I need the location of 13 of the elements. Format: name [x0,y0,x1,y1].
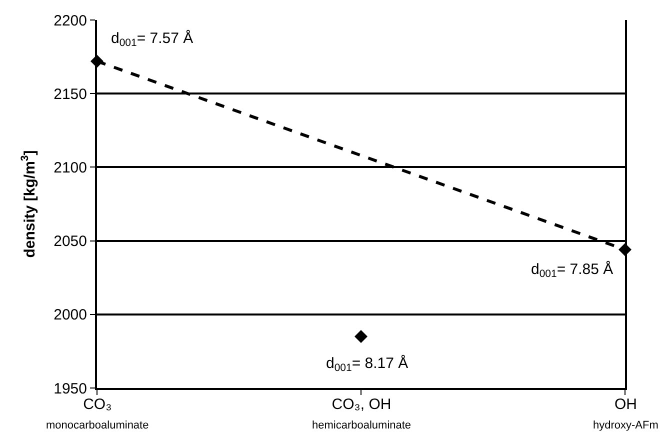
y-tick-label: 2150 [54,86,87,103]
annotation: d$_{001}$= 8.17 Å [326,354,408,374]
y-tick-label: 2050 [54,233,87,250]
annotation: d$_{001}$= 7.85 Å [531,260,614,280]
x-tick-label: CO₃ monocarboaluminate [46,396,149,432]
point [354,330,368,343]
x-tick-label: CO₃, OH hemicarboaluminate [312,396,412,432]
y-tick-label: 1950 [54,380,87,398]
y-tick-label: 2200 [54,12,87,30]
y-tick-label: 2000 [54,306,87,324]
y-tick-label: 2100 [54,159,87,176]
x-tick-label: OH hydroxy-AFm [593,396,658,432]
annotation: d$_{001}$= 7.57 Å [111,29,194,50]
